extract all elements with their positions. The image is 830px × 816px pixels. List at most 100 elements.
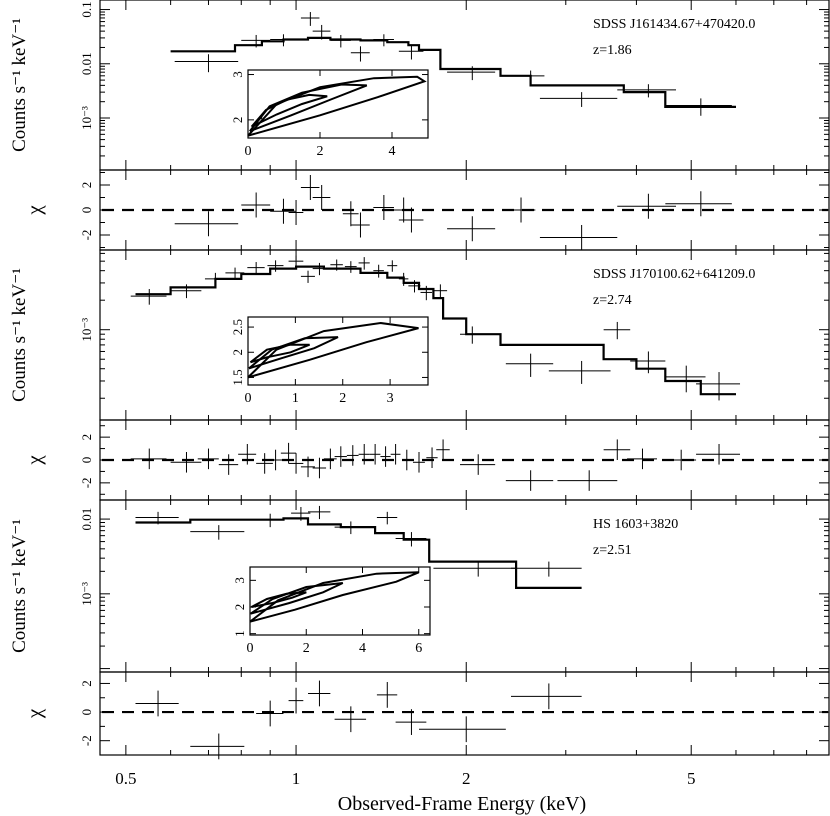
redshift-label: z=2.74 <box>593 293 632 308</box>
data-point <box>358 257 370 270</box>
residual-point <box>288 453 304 474</box>
inset-x-tick-label: 4 <box>389 144 396 159</box>
inset-y-tick-label: 2 <box>230 117 245 124</box>
inset-x-tick-label: 2 <box>303 641 310 656</box>
y-tick-label: 10⁻³ <box>79 582 94 606</box>
y-tick-label: 0.01 <box>79 508 94 531</box>
source-name: SDSS J161434.67+470420.0 <box>593 17 755 32</box>
data-point <box>408 280 421 293</box>
confidence-contour <box>250 591 307 608</box>
confidence-contour <box>250 93 328 128</box>
residual-point <box>419 716 506 743</box>
data-point <box>291 507 311 521</box>
data-point <box>170 284 202 299</box>
data-point <box>241 34 271 48</box>
best-fit-marker <box>259 116 263 120</box>
residual-point <box>426 447 438 468</box>
residual-point <box>665 191 732 217</box>
spectrum-panel-1: 0.1 0.01 10⁻³ Counts s⁻¹ keV⁻¹ SDSS J161434.… <box>9 0 830 171</box>
data-point <box>135 511 179 525</box>
residual-point <box>323 448 337 470</box>
model-step-line <box>170 36 736 108</box>
panel-frame <box>99 499 830 673</box>
model-step-line <box>135 265 736 396</box>
chi-tick-label: 0 <box>79 709 94 716</box>
x-tick-label: 5 <box>687 769 696 788</box>
x-tick-label: 1 <box>292 769 301 788</box>
residual-panel-1: 2 0 -2 χ <box>22 169 830 251</box>
data-point <box>665 98 732 116</box>
data-point <box>247 262 265 274</box>
chi-tick-label: -2 <box>79 477 94 488</box>
residual-point <box>505 470 554 491</box>
confidence-contour <box>247 321 419 379</box>
confidence-contour <box>247 75 427 137</box>
residual-point <box>334 446 347 467</box>
inset-x-tick-label: 0 <box>245 144 252 159</box>
inset-frame <box>247 69 429 139</box>
confidence-contour-inset: 0 2 4 2 3 <box>230 69 429 159</box>
data-point <box>288 255 304 268</box>
residual-point <box>617 193 677 219</box>
inset-x-tick-label: 2 <box>339 391 346 406</box>
inset-y-tick-label: 3 <box>232 577 247 584</box>
residual-point <box>346 445 359 466</box>
data-point <box>312 24 331 40</box>
residual-point <box>350 212 370 238</box>
data-point <box>387 260 398 272</box>
data-point <box>516 70 545 83</box>
residual-panel-2: 2 0 -2 χ <box>22 419 830 501</box>
redshift-label: z=1.86 <box>593 43 632 58</box>
residual-point <box>312 185 331 210</box>
data-point <box>350 46 370 62</box>
y-tick-label: 10⁻³ <box>79 318 94 342</box>
residual-point <box>135 690 179 717</box>
chi-tick-label: 2 <box>79 182 94 189</box>
residual-point <box>505 197 536 223</box>
x-tick-label: 2 <box>462 769 471 788</box>
data-point <box>300 270 315 283</box>
residual-point <box>241 192 271 218</box>
inset-x-tick-label: 3 <box>387 391 394 406</box>
inset-y-tick-label: 2 <box>232 604 247 611</box>
residual-point <box>447 216 496 242</box>
inset-x-tick-label: 0 <box>247 641 254 656</box>
residual-point <box>300 175 320 200</box>
data-point <box>300 12 320 26</box>
data-point <box>330 34 351 48</box>
residual-point <box>412 452 425 473</box>
residual-point <box>395 709 427 735</box>
data-point <box>665 365 706 393</box>
residual-point <box>218 454 239 475</box>
residual-panel-3: 2 0 -2 χ <box>22 671 830 760</box>
data-point <box>433 561 517 577</box>
confidence-contour <box>249 83 368 133</box>
data-point <box>330 259 343 271</box>
residual-point <box>358 444 370 465</box>
residual-point <box>665 449 697 471</box>
chi-tick-label: 0 <box>79 207 94 214</box>
residual-point <box>312 457 327 479</box>
confidence-contour <box>249 343 310 364</box>
residual-point <box>256 453 273 474</box>
residual-frame <box>99 671 830 756</box>
data-point <box>373 264 384 278</box>
residual-point <box>288 687 304 714</box>
data-point <box>334 521 367 535</box>
data-point <box>510 561 582 577</box>
inset-y-tick-label: 1.5 <box>230 369 245 385</box>
data-point <box>447 66 496 81</box>
inset-y-tick-label: 2 <box>230 349 245 356</box>
spectrum-panel-3: 0.01 10⁻³ Counts s⁻¹ keV⁻¹ HS 1603+3820 z=2.… <box>9 499 830 673</box>
chi-axis-label: χ <box>22 708 46 719</box>
residual-point <box>288 200 304 225</box>
data-point <box>308 505 331 520</box>
residual-point <box>308 680 331 707</box>
residual-point <box>380 446 391 467</box>
residual-point <box>402 449 412 471</box>
data-point <box>312 262 327 276</box>
residual-point <box>369 444 381 465</box>
chi-tick-label: 0 <box>79 457 94 464</box>
chi-tick-label: 2 <box>79 680 94 687</box>
data-point <box>376 511 398 525</box>
